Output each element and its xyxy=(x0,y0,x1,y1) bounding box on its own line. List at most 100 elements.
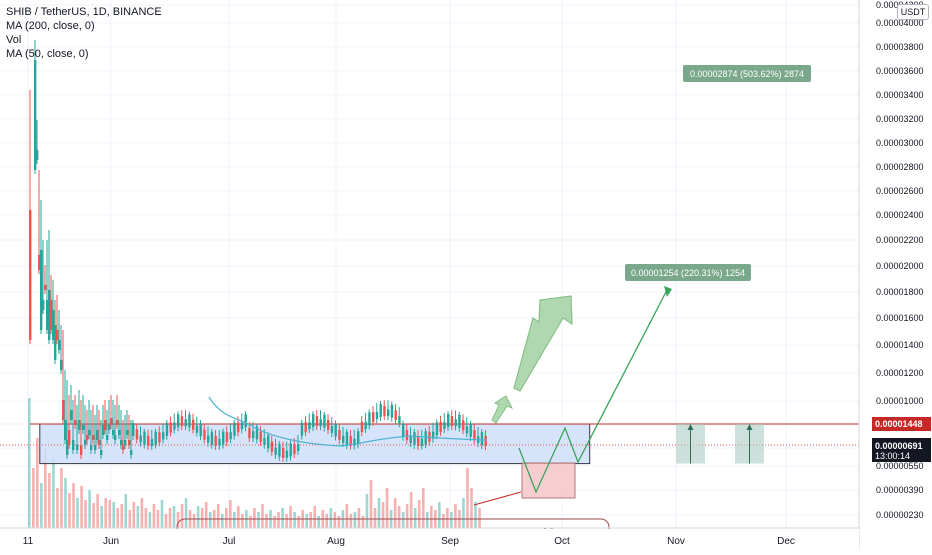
candle-body xyxy=(177,414,180,428)
candle-body xyxy=(50,300,53,330)
candle-body xyxy=(44,285,47,290)
candle-body xyxy=(40,250,43,330)
candle-body xyxy=(289,443,292,457)
bullish-arrow-small[interactable] xyxy=(491,395,514,424)
candle-body xyxy=(357,431,360,445)
candle-body xyxy=(360,421,364,432)
volume-bar xyxy=(241,514,244,528)
volume-bar xyxy=(148,512,152,528)
candle-body xyxy=(454,419,457,427)
volume-bar xyxy=(405,504,409,528)
volume-bar xyxy=(285,514,288,528)
volume-bar xyxy=(100,506,103,528)
projection-path[interactable] xyxy=(518,287,669,494)
candle-body xyxy=(383,406,386,417)
volume-bar xyxy=(349,514,353,528)
candle-body xyxy=(116,420,119,425)
y-tick-label: 0.00003400 xyxy=(876,90,924,100)
candle-body xyxy=(270,441,274,452)
candle-body xyxy=(222,431,225,445)
ma200-indicator[interactable]: MA (200, close, 0) xyxy=(6,20,95,32)
candle-body xyxy=(74,420,77,425)
candle-body xyxy=(88,430,91,435)
volume-bar xyxy=(345,504,349,528)
candle-body xyxy=(450,416,454,427)
candle-body xyxy=(48,290,51,340)
volume-bar xyxy=(36,438,39,528)
y-tick-label: 0.00002000 xyxy=(876,261,924,271)
y-tick-label: 0.00003000 xyxy=(876,138,924,148)
volume-bar xyxy=(132,502,136,528)
moving-average-line xyxy=(208,396,488,447)
y-tick-label: 0.00002800 xyxy=(876,162,924,172)
candle-body xyxy=(66,440,69,455)
candle-body xyxy=(98,440,101,445)
candle-body xyxy=(184,419,187,427)
candle-body xyxy=(293,444,296,455)
candle-body xyxy=(60,360,63,370)
x-tick-label: Jul xyxy=(223,536,236,547)
candle-body xyxy=(62,400,65,420)
projection-arrowhead xyxy=(664,286,672,297)
candle-body xyxy=(100,450,103,455)
candle-body xyxy=(443,421,446,429)
volume-bar xyxy=(397,506,401,528)
volume-bar xyxy=(337,516,341,528)
candle-body xyxy=(304,422,307,433)
volume-bar xyxy=(140,498,144,528)
candle-body xyxy=(108,425,111,430)
candle-body xyxy=(143,431,146,445)
candle-body xyxy=(29,210,32,340)
y-tick-label: 0.00002400 xyxy=(876,210,924,220)
y-tick-label: 0.00000390 xyxy=(876,485,924,495)
candle-body xyxy=(118,430,121,435)
candle-body xyxy=(64,420,67,440)
x-tick-label: Oct xyxy=(554,536,570,547)
target-zone-box[interactable] xyxy=(521,462,576,499)
candle-body xyxy=(462,420,465,431)
candle-body xyxy=(458,414,461,428)
candle-body xyxy=(210,431,214,445)
volume-bar xyxy=(333,512,337,528)
volume-bar xyxy=(224,508,228,528)
candle-body xyxy=(394,410,397,421)
volume-bar xyxy=(136,506,140,528)
volume-bar xyxy=(309,512,312,528)
volume-bar xyxy=(56,488,59,528)
x-tick-label: Dec xyxy=(777,536,795,547)
projection-measure-arrow xyxy=(746,424,753,430)
candle-body xyxy=(447,413,450,427)
candle-body xyxy=(319,419,322,427)
volume-bar xyxy=(144,508,148,528)
volume-bar xyxy=(381,502,385,528)
y-tick-label: 0.00002200 xyxy=(876,235,924,245)
volume-bar xyxy=(172,506,176,528)
x-tick-label: Jun xyxy=(103,536,119,547)
candle-body xyxy=(480,432,484,446)
candle-body xyxy=(76,445,79,450)
candle-body xyxy=(188,414,191,428)
candle-body xyxy=(342,435,345,443)
candle-body xyxy=(34,60,37,170)
y-tick-label: 0.00000550 xyxy=(876,461,924,471)
projection-label-2: 0.00002874 (503.62%) 2874 xyxy=(690,69,804,79)
candle-body xyxy=(36,150,39,160)
volume-indicator[interactable]: Vol xyxy=(6,34,22,46)
currency-button[interactable]: USDT xyxy=(897,4,929,20)
candle-body xyxy=(420,438,424,446)
projection-label-bg-2 xyxy=(683,65,811,82)
volume-bar xyxy=(237,506,240,528)
candle-body xyxy=(402,423,405,437)
ma50-indicator[interactable]: MA (50, close, 0) xyxy=(6,48,89,60)
bullish-arrow-large[interactable] xyxy=(513,295,573,392)
candle-body xyxy=(327,419,330,430)
candle-body xyxy=(54,325,57,360)
volume-bar xyxy=(220,514,224,528)
symbol-title[interactable]: SHIB / TetherUS, 1D, BINANCE xyxy=(6,6,162,18)
candle-body xyxy=(353,438,356,446)
candle-body xyxy=(158,432,161,443)
volume-bar xyxy=(385,488,389,528)
candle-body xyxy=(255,426,259,440)
